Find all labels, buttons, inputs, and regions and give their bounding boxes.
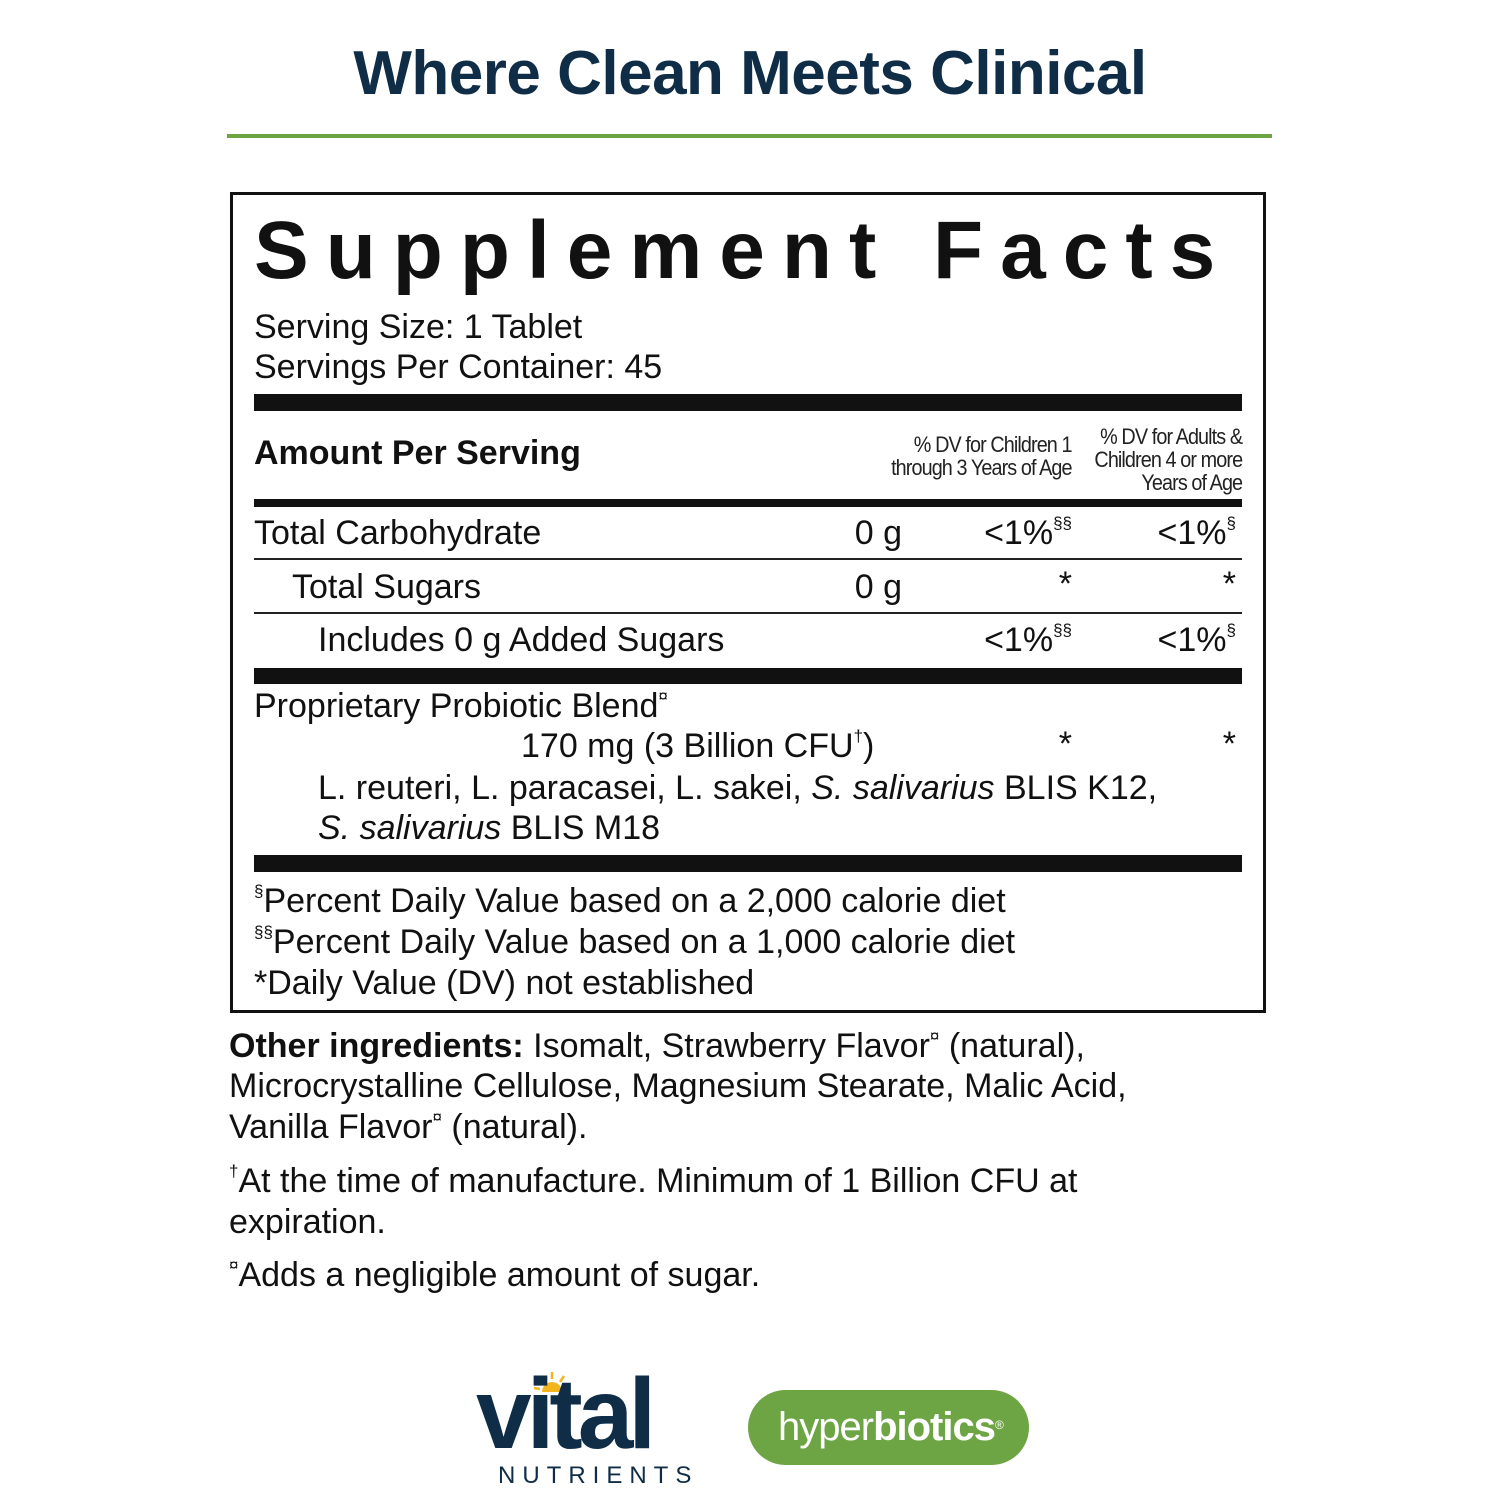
- dv-adults: <1%§: [1158, 513, 1236, 553]
- serving-size: Serving Size: 1 Tablet: [254, 308, 583, 346]
- other-text: Isomalt, Strawberry Flavor: [523, 1027, 930, 1065]
- dv-value: <1%: [1157, 621, 1227, 659]
- strain-italic: S. salivarius: [811, 769, 995, 807]
- dv-children: <1%§§: [984, 620, 1072, 660]
- thin-rule: [254, 558, 1242, 560]
- header-line: Children 4 or more: [1094, 447, 1243, 472]
- blend-amount: 170 mg (3 Billion CFU†): [521, 726, 874, 766]
- medium-rule: [254, 499, 1242, 507]
- nutrients-wordmark: NUTRIENTS: [498, 1462, 699, 1489]
- dv-value: <1%: [984, 514, 1054, 552]
- nutrient-amount: 0 g: [854, 514, 902, 552]
- header-dv-children: % DV for Children 1 through 3 Years of A…: [891, 433, 1072, 479]
- nutrient-name: Includes 0 g Added Sugars: [318, 621, 725, 659]
- header-dv-adults: % DV for Adults & Children 4 or more Yea…: [1094, 424, 1243, 495]
- dv-children: *: [1058, 565, 1072, 603]
- footnote: §Percent Daily Value based on a 2,000 ca…: [254, 881, 1006, 921]
- footnote: *Daily Value (DV) not established: [254, 964, 755, 1002]
- divider-line: [227, 134, 1272, 138]
- strain-text: BLIS K12,: [994, 769, 1158, 807]
- dv-value: <1%: [1157, 514, 1227, 552]
- dv-mark: §: [1226, 513, 1236, 533]
- other-ingredients-line: Vanilla Flavor¤ (natural).: [229, 1107, 587, 1148]
- header-line: through 3 Years of Age: [891, 455, 1072, 480]
- strain-text: BLIS M18: [501, 809, 661, 847]
- blend-name: Proprietary Probiotic Blend¤: [254, 686, 668, 726]
- blend-label: Proprietary Probiotic Blend: [254, 687, 659, 725]
- headline: Where Clean Meets Clinical: [353, 39, 1147, 108]
- amount-per-serving: Amount Per Serving: [254, 434, 581, 472]
- nutrient-name: Total Carbohydrate: [254, 514, 542, 552]
- registered-mark: ®: [994, 1418, 1004, 1433]
- strain-text: L. reuteri, L. paracasei, L. sakei,: [318, 769, 812, 807]
- dv-value: <1%: [984, 621, 1054, 659]
- footnote-text: Percent Daily Value based on a 1,000 cal…: [272, 923, 1016, 961]
- dv-mark: §§: [1053, 513, 1072, 533]
- supplement-facts-panel: [230, 192, 1266, 1013]
- other-label: Other ingredients:: [229, 1027, 524, 1065]
- dagger-note-line: expiration.: [229, 1203, 386, 1241]
- dv-adults: *: [1222, 565, 1236, 603]
- other-mark: ¤: [432, 1107, 442, 1127]
- blend-amount-close: ): [863, 727, 875, 765]
- footnote-text: Percent Daily Value based on a 2,000 cal…: [263, 882, 1006, 920]
- hyperbiotics-wordmark: hyperbiotics®: [778, 1404, 1004, 1450]
- thick-rule: [254, 855, 1242, 872]
- thick-rule: [254, 668, 1242, 684]
- blend-amount-mark: †: [853, 726, 864, 746]
- note-text: At the time of manufacture. Minimum of 1…: [238, 1162, 1078, 1200]
- blend-dv-children: *: [1058, 725, 1072, 763]
- dv-mark: §§: [1053, 620, 1072, 640]
- other-text: (natural),: [939, 1027, 1085, 1065]
- nutrient-amount: 0 g: [854, 568, 902, 606]
- other-mark: ¤: [929, 1026, 940, 1046]
- dv-mark: §: [1226, 620, 1236, 640]
- footnote: §§Percent Daily Value based on a 1,000 c…: [254, 922, 1015, 962]
- vital-wordmark: vital: [476, 1358, 656, 1470]
- blend-amount-text: 170 mg (3 Billion CFU: [521, 727, 854, 765]
- dagger-note: †At the time of manufacture. Minimum of …: [229, 1161, 1077, 1202]
- header-line: % DV for Adults &: [1099, 424, 1243, 449]
- blend-mark: ¤: [658, 686, 668, 706]
- hyper-text: hyper: [778, 1405, 874, 1449]
- sugar-note: ¤Adds a negligible amount of sugar.: [229, 1255, 760, 1296]
- other-text: Vanilla Flavor: [229, 1108, 433, 1146]
- sun-icon: [533, 1372, 571, 1392]
- other-text: (natural).: [441, 1108, 588, 1146]
- note-mark: †: [229, 1161, 239, 1181]
- servings-per-container: Servings Per Container: 45: [254, 348, 663, 386]
- strain-italic: S. salivarius: [318, 809, 502, 847]
- footnote-mark: §: [254, 881, 264, 901]
- dv-children: <1%§§: [984, 513, 1072, 553]
- dv-adults: <1%§: [1158, 620, 1236, 660]
- blend-dv-adults: *: [1222, 725, 1236, 763]
- other-ingredients: Other ingredients: Isomalt, Strawberry F…: [229, 1026, 1085, 1067]
- nutrient-name: Total Sugars: [292, 568, 481, 606]
- biotics-text: biotics: [873, 1405, 996, 1449]
- header-line: Years of Age: [1141, 470, 1243, 495]
- note-text: Adds a negligible amount of sugar.: [238, 1256, 761, 1294]
- vital-nutrients-logo: vital NUTRIENTS: [476, 1362, 701, 1492]
- note-mark: ¤: [229, 1255, 239, 1275]
- thick-rule: [254, 394, 1242, 411]
- thin-rule: [254, 612, 1242, 614]
- header-line: % DV for Children 1: [914, 432, 1073, 457]
- hyperbiotics-logo: hyperbiotics®: [748, 1390, 1029, 1465]
- footnote-mark: §§: [254, 922, 273, 942]
- blend-strains: S. salivarius BLIS M18: [318, 808, 660, 848]
- blend-strains: L. reuteri, L. paracasei, L. sakei, S. s…: [318, 768, 1157, 808]
- panel-title: Supplement Facts: [254, 205, 1233, 296]
- other-ingredients-line: Microcrystalline Cellulose, Magnesium St…: [229, 1067, 1127, 1105]
